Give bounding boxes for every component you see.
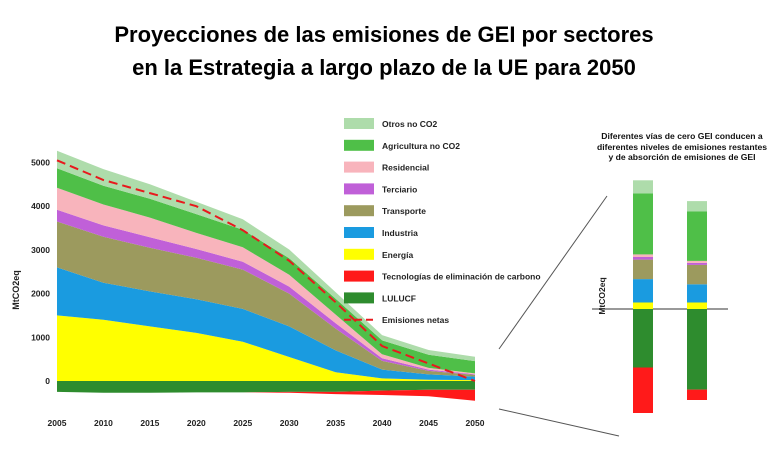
- legend-swatch: [344, 270, 374, 282]
- y-tick-label: 3000: [31, 245, 50, 255]
- legend-label: LULUCF: [382, 293, 416, 303]
- side-chart-title: Diferentes vías de cero GEI conducen a d…: [596, 131, 768, 162]
- x-tick-label: 2040: [373, 418, 392, 428]
- bar-segment-lulucf: [633, 309, 653, 368]
- legend-label: Energía: [382, 250, 413, 260]
- x-tick-label: 2045: [419, 418, 438, 428]
- bar-segment-transporte: [633, 259, 653, 280]
- bar-segment-agricultura-no-co2: [687, 211, 707, 261]
- legend: Otros no CO2 Agricultura no CO2 Residencia…: [344, 118, 541, 325]
- legend-item-industria: Industria: [344, 227, 418, 238]
- y-tick-label: 4000: [31, 201, 50, 211]
- legend-label: Agricultura no CO2: [382, 141, 460, 151]
- area-energia: [57, 315, 475, 381]
- y-axis-label: MtCO2eq: [11, 270, 21, 310]
- y-tick-label: 0: [45, 376, 50, 386]
- legend-label: Industria: [382, 228, 418, 238]
- bar-segment-otros-no-co2: [633, 180, 653, 194]
- bar-segment-agricultura-no-co2: [633, 193, 653, 255]
- side-bar-1: [633, 180, 653, 413]
- area-industria: [57, 267, 475, 381]
- legend-item-energia: Energía: [344, 248, 413, 260]
- legend-swatch: [344, 292, 374, 304]
- legend-label: Emisiones netas: [382, 315, 449, 325]
- legend-swatch: [344, 205, 374, 217]
- legend-swatch: [344, 139, 374, 151]
- area-lulucf: [57, 381, 475, 393]
- y-tick-label: 5000: [31, 158, 50, 168]
- bar-segment-terciario: [687, 262, 707, 265]
- legend-swatch: [344, 227, 374, 238]
- legend-label: Residencial: [382, 163, 429, 173]
- legend-swatch: [344, 161, 374, 173]
- legend-item-otros-no-co2: Otros no CO2: [344, 118, 438, 129]
- x-tick-label: 2005: [48, 418, 67, 428]
- area-agricultura-no-co2: [57, 168, 475, 374]
- bar-segment-energia: [633, 302, 653, 309]
- side-bar-2: [687, 201, 707, 400]
- legend-item-lulucf: LULUCF: [344, 292, 416, 304]
- bar-segment-tecnologias-de-eliminacion-de-carbono: [687, 389, 707, 400]
- legend-item-agricultura-no-co2: Agricultura no CO2: [344, 139, 460, 151]
- chart-title-line-1: Proyecciones de las emisiones de GEI por…: [114, 22, 654, 47]
- x-tick-label: 2035: [326, 418, 345, 428]
- zoom-line-bottom: [498, 408, 620, 437]
- bar-segment-transporte: [687, 264, 707, 285]
- bar-segment-industria: [687, 284, 707, 303]
- area-residencial: [57, 187, 475, 375]
- zoom-connector-lines: [498, 195, 620, 437]
- zoom-line-top: [498, 195, 608, 350]
- bar-segment-lulucf: [687, 309, 707, 390]
- bar-segment-industria: [633, 279, 653, 303]
- bar-segment-energia: [687, 302, 707, 309]
- area-transporte: [57, 221, 475, 377]
- legend-label: Terciario: [382, 184, 417, 194]
- bar-segment-tecnologias-de-eliminacion-de-carbono: [633, 367, 653, 413]
- legend-swatch: [344, 248, 374, 260]
- legend-label: Tecnologías de eliminación de carbono: [382, 272, 541, 282]
- side-bar-chart: MtCO2eq: [592, 180, 728, 413]
- area-otros-no-co2: [57, 150, 475, 362]
- legend-item-residencial: Residencial: [344, 161, 429, 173]
- legend-item-transporte: Transporte: [344, 205, 426, 217]
- x-tick-label: 2050: [466, 418, 485, 428]
- legend-label: Otros no CO2: [382, 119, 438, 129]
- area-tecnologias-de-eliminacion-de-carbono: [57, 389, 475, 401]
- line-emisiones-netas: [56, 159, 476, 382]
- chart-title: Proyecciones de las emisiones de GEI por…: [0, 18, 768, 84]
- x-tick-label: 2025: [233, 418, 252, 428]
- area-terciario: [57, 209, 475, 375]
- legend-swatch: [344, 118, 374, 129]
- y-tick-label: 1000: [31, 332, 50, 342]
- legend-item-tecnologias-de-eliminacion-de-carbono: Tecnologías de eliminación de carbono: [344, 270, 541, 282]
- legend-swatch: [344, 183, 374, 195]
- legend-item-terciario: Terciario: [344, 183, 417, 195]
- chart-title-line-2: en la Estrategia a largo plazo de la UE …: [132, 55, 636, 80]
- legend-label: Transporte: [382, 206, 426, 216]
- bar-segment-terciario: [633, 257, 653, 260]
- legend-item-emisiones-netas: Emisiones netas: [344, 315, 449, 325]
- x-tick-label: 2010: [94, 418, 113, 428]
- bar-segment-otros-no-co2: [687, 201, 707, 212]
- bar-segment-residencial: [687, 260, 707, 263]
- y-tick-label: 2000: [31, 289, 50, 299]
- main-axes: 0 1000 2000 3000 4000 5000 2005 2010 2015 2020 202…: [11, 158, 485, 429]
- x-tick-label: 2020: [187, 418, 206, 428]
- bar-segment-residencial: [633, 254, 653, 257]
- x-tick-label: 2015: [140, 418, 159, 428]
- main-area-chart: [56, 150, 476, 401]
- x-tick-label: 2030: [280, 418, 299, 428]
- side-y-axis-label: MtCO2eq: [597, 277, 607, 314]
